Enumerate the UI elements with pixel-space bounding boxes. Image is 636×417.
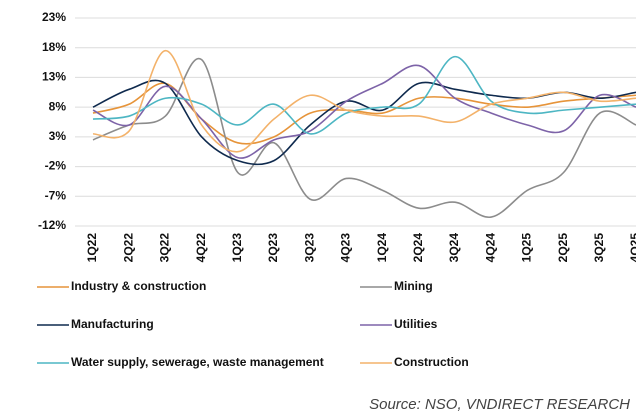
legend-label: Water supply, sewerage, waste management (71, 355, 324, 369)
x-tick-label: 2Q24 (411, 233, 425, 263)
y-tick-label: -2% (45, 159, 67, 173)
legend-label: Mining (394, 279, 433, 293)
x-tick-label: 2Q22 (121, 233, 135, 263)
y-tick-label: 18% (42, 40, 66, 54)
x-tick-label: 1Q23 (230, 233, 244, 263)
x-tick-label: 4Q22 (194, 233, 208, 263)
legend-label: Industry & construction (71, 279, 206, 293)
x-tick-label: 2Q23 (266, 233, 280, 263)
series-line (92, 57, 636, 218)
x-tick-label: 3Q23 (302, 233, 316, 263)
x-tick-label: 4Q24 (483, 233, 497, 263)
x-tick-label: 1Q24 (375, 233, 389, 263)
x-tick-label: 3Q22 (158, 233, 172, 263)
x-tick-label: 3Q25 (592, 233, 606, 263)
series-line (92, 55, 636, 135)
source-note: Source: NSO, VNDIRECT RESEARCH (369, 396, 630, 413)
x-tick-label: 4Q23 (339, 233, 353, 263)
y-tick-label: 13% (42, 70, 66, 84)
y-tick-label: -7% (45, 188, 67, 202)
y-tick-label: 8% (49, 99, 67, 113)
y-tick-label: -12% (38, 218, 66, 232)
x-tick-label: 4Q25 (628, 233, 636, 263)
x-tick-label: 2Q25 (556, 233, 570, 263)
legend-label: Utilities (394, 317, 438, 331)
x-tick-label: 1Q25 (520, 233, 534, 263)
legend-label: Manufacturing (71, 317, 154, 331)
y-tick-label: 23% (42, 10, 66, 24)
legend-label: Construction (394, 355, 469, 369)
series-line (92, 49, 636, 153)
y-tick-label: 3% (49, 129, 67, 143)
x-tick-label: 1Q22 (85, 233, 99, 263)
series-line (92, 64, 636, 159)
x-tick-label: 3Q24 (447, 233, 461, 263)
